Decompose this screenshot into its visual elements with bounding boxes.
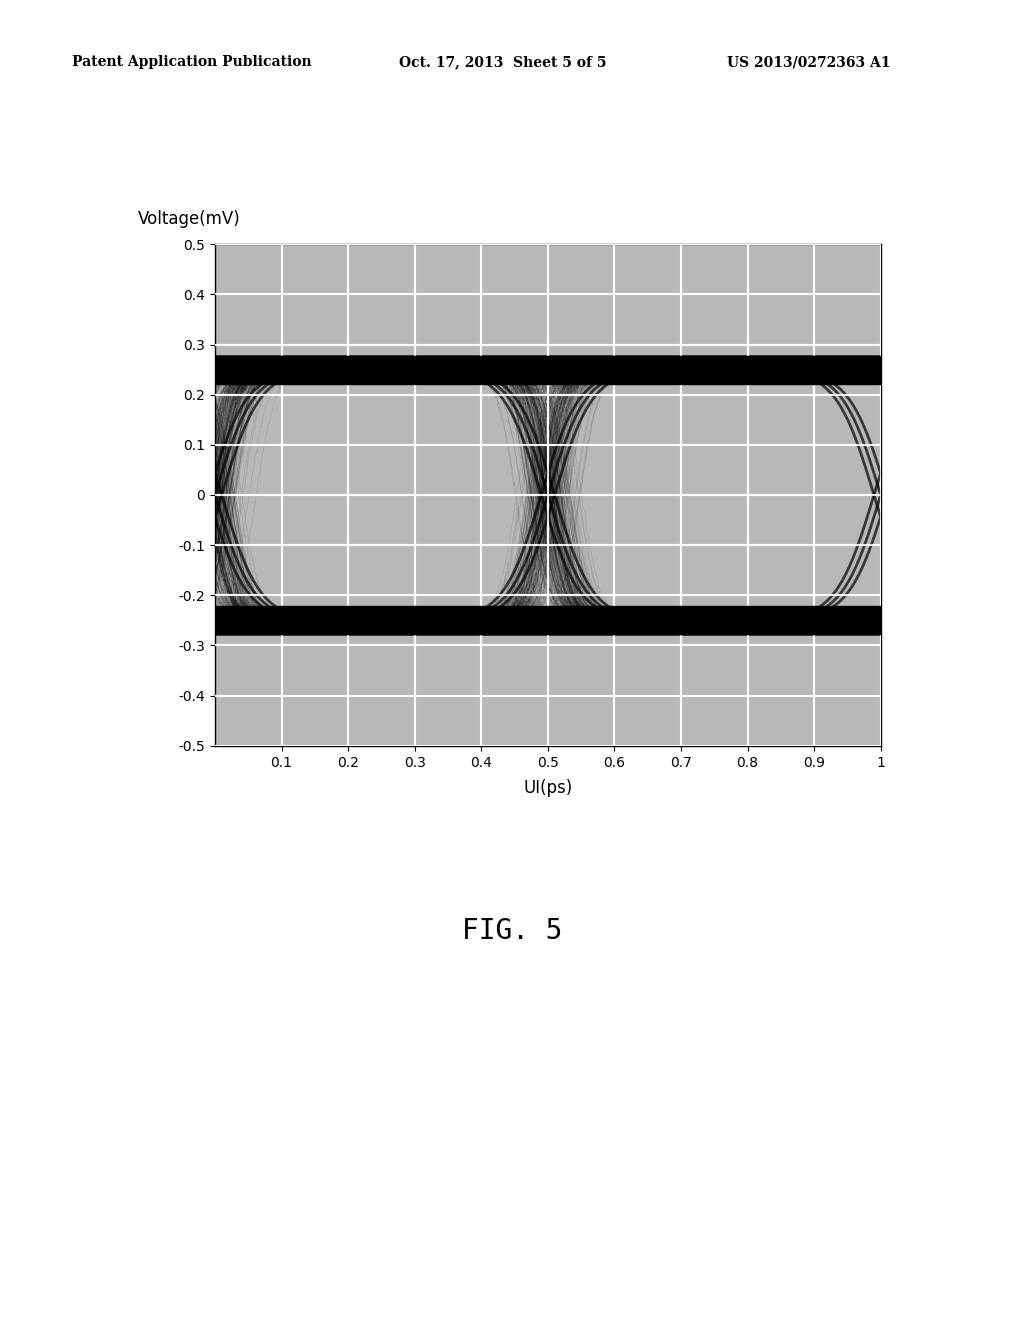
- Text: Patent Application Publication: Patent Application Publication: [72, 55, 311, 70]
- Text: Oct. 17, 2013  Sheet 5 of 5: Oct. 17, 2013 Sheet 5 of 5: [399, 55, 607, 70]
- Text: US 2013/0272363 A1: US 2013/0272363 A1: [727, 55, 891, 70]
- Text: Voltage(mV): Voltage(mV): [138, 210, 241, 228]
- Text: FIG. 5: FIG. 5: [462, 916, 562, 945]
- X-axis label: UI(ps): UI(ps): [523, 779, 572, 797]
